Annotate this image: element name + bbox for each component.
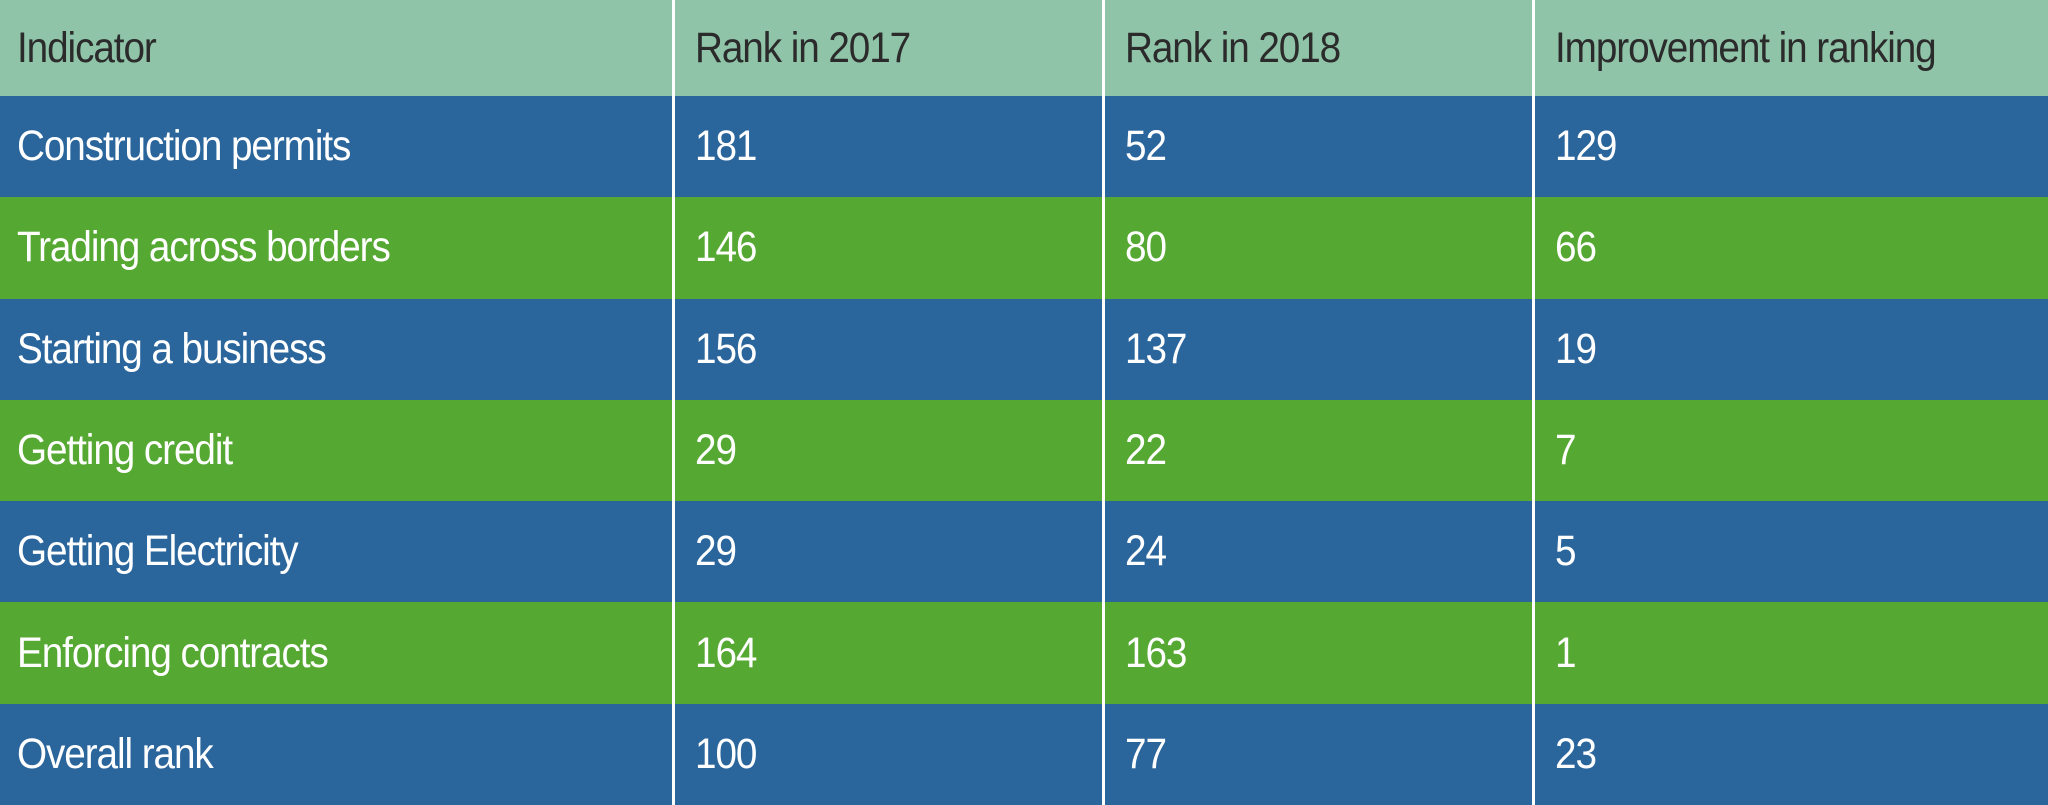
cell-indicator: Enforcing contracts (0, 602, 672, 704)
cell-indicator: Overall rank (0, 703, 672, 805)
header-indicator: Indicator (0, 0, 672, 96)
cell-indicator: Getting Electricity (0, 501, 672, 603)
cell-rank-2017-text: 29 (695, 527, 737, 576)
cell-indicator: Construction permits (0, 96, 672, 198)
cell-rank-2017-text: 146 (695, 223, 757, 272)
cell-indicator-text: Getting Electricity (17, 527, 299, 576)
cell-rank-2017-text: 156 (695, 324, 757, 373)
cell-improvement-text: 1 (1555, 628, 1577, 677)
cell-indicator: Trading across borders (0, 197, 672, 299)
cell-improvement-text: 129 (1555, 122, 1617, 171)
header-rank-2018: Rank in 2018 (1102, 0, 1532, 96)
cell-rank-2017-text: 164 (695, 628, 757, 677)
cell-rank-2018-text: 80 (1125, 223, 1167, 272)
header-rank-2018-text: Rank in 2018 (1125, 23, 1341, 72)
cell-improvement-text: 7 (1555, 426, 1577, 475)
cell-indicator-text: Getting credit (17, 426, 233, 475)
cell-rank-2018: 24 (1102, 501, 1532, 603)
header-improvement: Improvement in ranking (1532, 0, 2048, 96)
cell-rank-2017: 156 (672, 298, 1102, 400)
cell-rank-2017: 181 (672, 96, 1102, 198)
cell-improvement-text: 66 (1555, 223, 1597, 272)
cell-indicator-text: Trading across borders (17, 223, 391, 272)
header-rank-2017: Rank in 2017 (672, 0, 1102, 96)
cell-rank-2017: 164 (672, 602, 1102, 704)
cell-rank-2018: 80 (1102, 197, 1532, 299)
cell-indicator: Getting credit (0, 399, 672, 502)
cell-indicator-text: Construction permits (17, 122, 351, 171)
cell-indicator: Starting a business (0, 298, 672, 400)
cell-improvement: 129 (1532, 96, 2048, 198)
cell-rank-2018-text: 77 (1125, 729, 1167, 778)
cell-improvement: 23 (1532, 703, 2048, 805)
cell-rank-2017-text: 181 (695, 122, 757, 171)
cell-indicator-text: Enforcing contracts (17, 628, 329, 677)
cell-improvement-text: 23 (1555, 729, 1597, 778)
cell-rank-2018: 52 (1102, 96, 1532, 198)
cell-rank-2018-text: 137 (1125, 324, 1187, 373)
cell-indicator-text: Overall rank (17, 729, 214, 778)
cell-improvement: 1 (1532, 602, 2048, 704)
cell-rank-2017: 29 (672, 501, 1102, 603)
cell-improvement: 5 (1532, 501, 2048, 603)
header-rank-2017-text: Rank in 2017 (695, 23, 911, 72)
cell-improvement: 66 (1532, 197, 2048, 299)
cell-rank-2017: 29 (672, 399, 1102, 502)
cell-indicator-text: Starting a business (17, 324, 327, 373)
cell-rank-2018-text: 52 (1125, 122, 1167, 171)
cell-rank-2018-text: 24 (1125, 527, 1167, 576)
cell-rank-2018-text: 163 (1125, 628, 1187, 677)
cell-rank-2017: 100 (672, 703, 1102, 805)
cell-improvement: 7 (1532, 399, 2048, 502)
cell-rank-2018: 77 (1102, 703, 1532, 805)
cell-rank-2017: 146 (672, 197, 1102, 299)
cell-rank-2018: 163 (1102, 602, 1532, 704)
cell-rank-2017-text: 100 (695, 729, 757, 778)
cell-improvement-text: 5 (1555, 527, 1577, 576)
cell-improvement-text: 19 (1555, 324, 1597, 373)
header-improvement-text: Improvement in ranking (1555, 23, 1937, 72)
cell-rank-2018: 137 (1102, 298, 1532, 400)
cell-rank-2018-text: 22 (1125, 426, 1167, 475)
cell-rank-2017-text: 29 (695, 426, 737, 475)
cell-improvement: 19 (1532, 298, 2048, 400)
cell-rank-2018: 22 (1102, 399, 1532, 502)
header-indicator-text: Indicator (17, 23, 157, 72)
